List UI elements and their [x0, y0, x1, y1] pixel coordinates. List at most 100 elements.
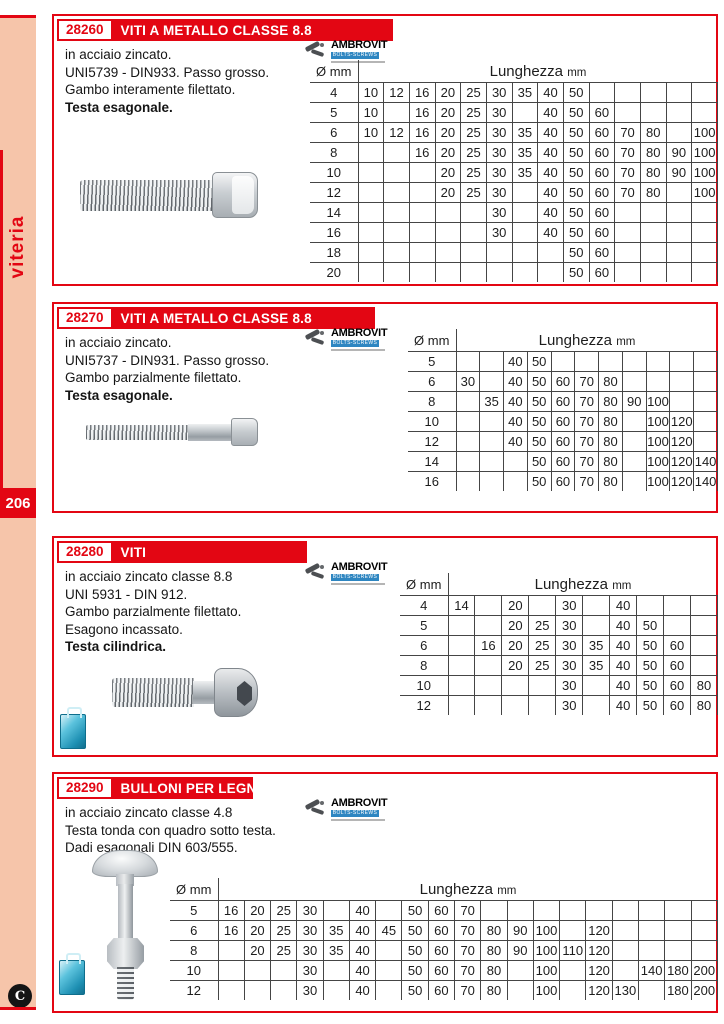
length-cell [501, 675, 530, 696]
length-cell [511, 242, 539, 263]
length-cell: 50 [636, 695, 664, 715]
length-cell [663, 595, 691, 616]
length-cell [270, 980, 298, 1000]
length-cell: 80 [480, 940, 508, 961]
length-cell: 60 [663, 655, 691, 676]
length-cell: 25 [270, 940, 298, 961]
length-cell [665, 182, 693, 203]
spec-row: 16 50 60 70 80 100 120 140 [408, 471, 718, 491]
section-title: VITI A METALLO CLASSE 8.8 [120, 22, 312, 38]
length-cell [511, 182, 539, 203]
diameter-header: Ø mm [400, 573, 449, 596]
length-cell: 40 [537, 182, 564, 203]
table-header-row: Ø mm Lunghezza mm [310, 60, 718, 83]
length-cell [550, 351, 576, 372]
length-cell [479, 351, 505, 372]
length-cell [485, 242, 513, 263]
length-cell: 60 [550, 391, 576, 412]
length-cell [479, 471, 505, 491]
length-cell: 40 [348, 900, 377, 921]
length-cell [639, 202, 667, 223]
length-cell: 60 [550, 471, 576, 491]
length-cell [582, 595, 611, 616]
brand-subtitle: BOLTS-SCREWS [331, 810, 379, 817]
desc-line: Gambo interamente filettato. [65, 82, 236, 97]
length-cell: 30 [485, 102, 513, 123]
length-cell [474, 655, 503, 676]
length-cell [639, 262, 667, 282]
length-cell [689, 635, 719, 656]
length-cell [637, 900, 666, 921]
length-cell [611, 940, 640, 961]
length-cell [383, 142, 410, 163]
length-cell: 80 [480, 960, 508, 981]
length-cell: 70 [454, 940, 482, 961]
length-cell: 50 [562, 82, 590, 103]
desc-line: UNI 5931 - DIN 912. [65, 586, 188, 602]
desc-line: in acciaio zincato. [65, 47, 172, 62]
length-cell: 50 [526, 391, 552, 412]
length-cell [434, 242, 462, 263]
length-cell: 100 [645, 431, 671, 452]
length-cell: 110 [559, 940, 587, 961]
length-cell [669, 371, 695, 392]
length-cell: 25 [528, 615, 557, 636]
diameter-cell: 5 [170, 900, 219, 921]
spec-row: 12 20 25 30 40 50 60 70 80 100 [310, 182, 718, 203]
diameter-cell: 12 [310, 182, 359, 203]
length-cell: 70 [614, 162, 641, 183]
length-cell: 180 [664, 960, 692, 981]
length-cell [243, 960, 272, 981]
length-cell [322, 960, 350, 981]
length-cell [689, 615, 719, 636]
length-cell [528, 595, 557, 616]
length-cell [455, 351, 481, 372]
spec-table: Ø mm Lunghezza mm 5 40 50 6 30 40 50 60 70 80 8 35 40 5… [408, 329, 718, 491]
length-cell: 80 [480, 920, 508, 941]
length-cell [455, 431, 481, 452]
spec-row: 14 30 40 50 60 [310, 202, 718, 223]
desc-line: Testa cilindrica. [65, 639, 167, 654]
length-cell: 50 [526, 431, 552, 452]
length-cell [503, 451, 528, 472]
desc-line: Testa esagonale. [65, 99, 173, 115]
length-cell: 60 [588, 162, 616, 183]
length-cell [585, 900, 613, 921]
length-cell: 30 [555, 635, 584, 656]
length-cell: 40 [503, 411, 528, 432]
length-cell: 50 [562, 102, 590, 123]
length-cell [455, 391, 481, 412]
diameter-cell: 16 [408, 471, 457, 491]
length-cell: 60 [588, 142, 616, 163]
desc-line: Testa tonda con quadro sotto testa. [65, 822, 276, 838]
length-cell: 10 [357, 102, 385, 123]
length-cell: 200 [690, 960, 719, 981]
length-cell: 20 [243, 940, 272, 961]
length-cell [460, 222, 487, 243]
length-cell: 40 [348, 940, 377, 961]
length-cell: 60 [427, 900, 456, 921]
length-cell: 80 [598, 371, 623, 392]
sidebar-top-rule [0, 15, 36, 18]
length-cell: 50 [636, 675, 664, 696]
length-cell [474, 595, 503, 616]
length-cell: 70 [614, 142, 641, 163]
ambrovit-logo: AMBROVIT BOLTS-SCREWS [304, 562, 388, 585]
length-cell: 40 [609, 675, 638, 696]
length-cell: 100 [645, 471, 671, 491]
diameter-cell: 8 [170, 940, 219, 961]
length-cell [621, 411, 647, 432]
length-cell: 180 [664, 980, 692, 1000]
diameter-cell: 6 [400, 635, 449, 656]
length-cell [357, 222, 385, 243]
length-cell: 40 [609, 595, 638, 616]
spec-row: 12 30 40 50 60 80 [400, 695, 719, 715]
length-cell [479, 431, 505, 452]
length-cell: 40 [609, 635, 638, 656]
length-cell [383, 162, 410, 183]
diameter-cell: 12 [170, 980, 219, 1000]
section-28270: 28270 VITI A METALLO CLASSE 8.8 in accia… [52, 302, 718, 513]
length-cell: 25 [270, 920, 298, 941]
diameter-header: Ø mm [170, 878, 219, 901]
length-cell: 120 [669, 431, 695, 452]
